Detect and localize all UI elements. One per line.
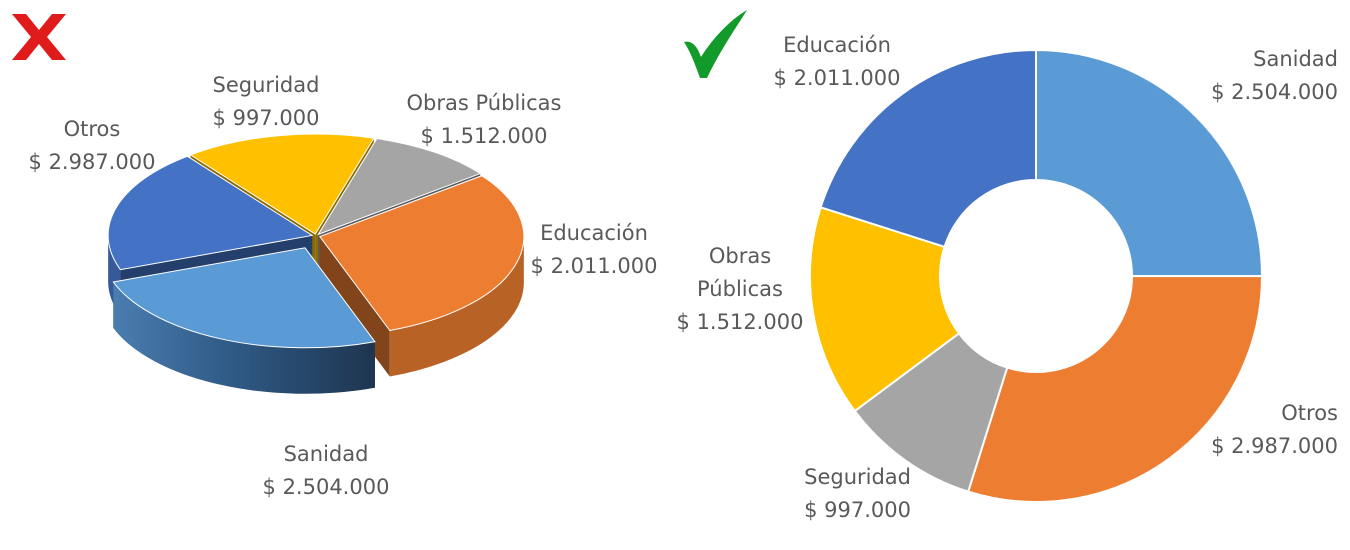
- pie3d-slice-obras-publicas: [189, 133, 375, 235]
- pie3d-rim-otros-0: [389, 236, 524, 377]
- donut-label-obras-publicas: Obras Públicas $ 1.512.000: [677, 244, 804, 334]
- donut-label-sanidad: Sanidad $ 2.504.000: [1211, 47, 1338, 104]
- cross-mark-icon: [12, 14, 66, 60]
- pie3d-slice-educacion: [107, 155, 314, 271]
- donut-slice-sanidad: [1035, 48, 1264, 278]
- donut-slice-obras-publicas: [809, 206, 961, 413]
- pie3d-rim-sanidad-0: [113, 281, 375, 394]
- pie3d-slice-seguridad: [317, 138, 482, 236]
- donut-label-otros: Otros $ 2.987.000: [1211, 401, 1338, 458]
- pie-3d-chart: Sanidad $ 2.504.000 Educación $ 2.011.000 Ob…: [29, 73, 658, 499]
- donut-slice-educacion: [819, 48, 1037, 249]
- pie3d-slice-sanidad: [112, 247, 376, 349]
- donut-label-seguridad: Seguridad $ 997.000: [804, 465, 911, 522]
- donut-label-educacion: Educación $ 2.011.000: [774, 33, 901, 90]
- pie3d-label-otros: Otros $ 2.987.000: [29, 117, 156, 174]
- donut-slice-otros: [966, 275, 1264, 503]
- pie3d-slice-otros: [319, 175, 525, 332]
- check-mark-icon: [684, 10, 747, 78]
- pie3d-label-sanidad: Sanidad $ 2.504.000: [263, 442, 390, 499]
- pie3d-label-educacion: Educación $ 2.011.000: [531, 221, 658, 278]
- pie3d-label-obras-publicas: Obras Públicas $ 1.512.000: [407, 91, 562, 148]
- donut-chart: Sanidad $ 2.504.000 Otros $ 2.987.000 Seguri…: [677, 33, 1338, 522]
- pie3d-label-seguridad: Seguridad $ 997.000: [213, 73, 320, 130]
